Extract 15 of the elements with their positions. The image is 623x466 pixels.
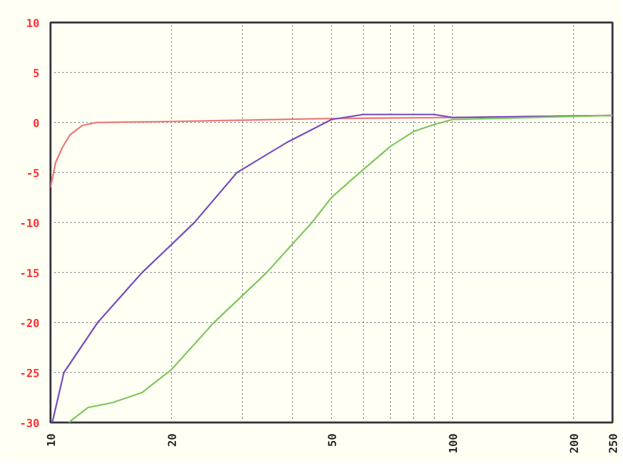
y-tick-label: -5 <box>26 167 40 180</box>
y-tick-label: -25 <box>20 367 40 380</box>
x-tick-label: 50 <box>326 433 339 447</box>
y-tick-label: -20 <box>20 317 40 330</box>
x-tick-label: 10 <box>45 433 58 447</box>
y-tick-label: -30 <box>20 417 40 430</box>
x-tick-label: 250 <box>607 433 620 454</box>
x-tick-label: 20 <box>166 433 180 447</box>
x-tick-label: 200 <box>568 433 582 454</box>
y-tick-label: 10 <box>26 17 40 30</box>
y-tick-label: 5 <box>32 67 40 80</box>
y-tick-label: -10 <box>20 217 40 230</box>
x-tick-label: 100 <box>447 433 460 454</box>
y-tick-label: 0 <box>32 117 40 130</box>
y-tick-label: -15 <box>20 267 40 280</box>
